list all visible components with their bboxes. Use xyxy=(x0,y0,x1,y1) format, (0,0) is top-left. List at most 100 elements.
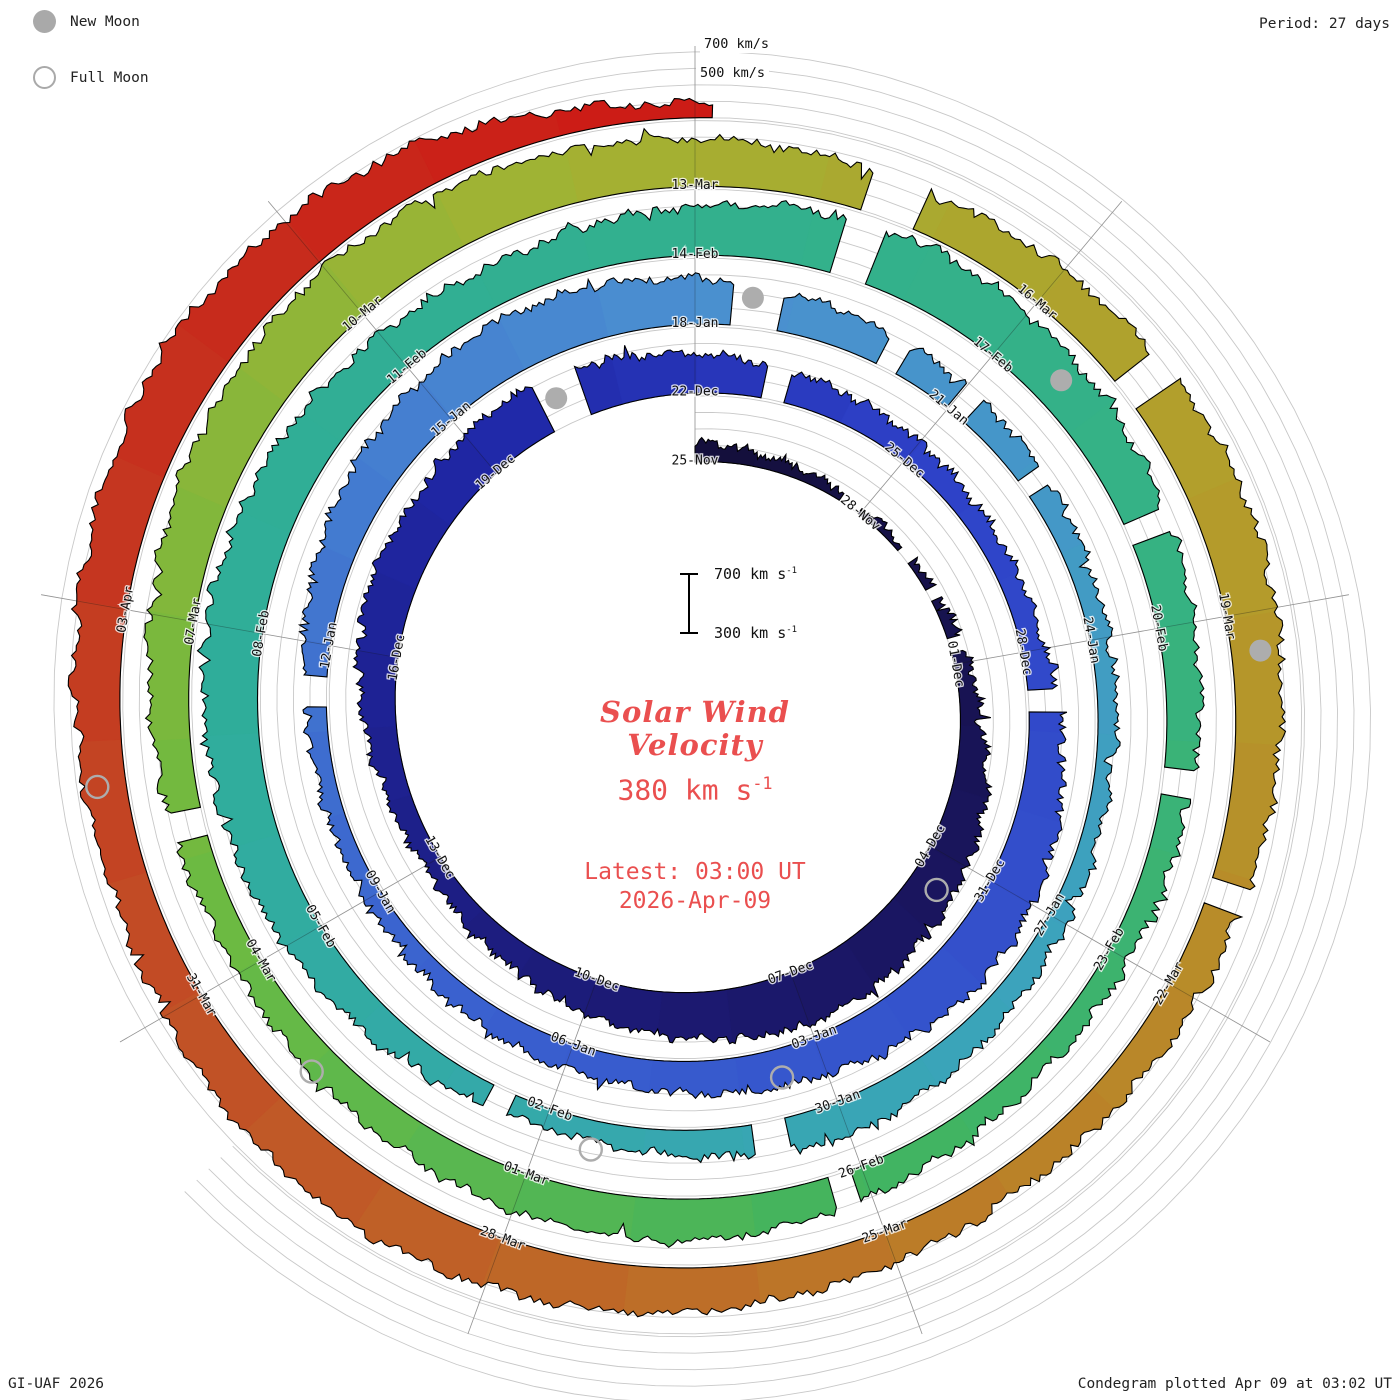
current-velocity-text: 380 km s xyxy=(617,773,753,807)
scale-bottom-sup: -1 xyxy=(786,625,798,635)
legend-new-moon: New Moon xyxy=(33,10,140,33)
radial-gridline xyxy=(789,971,923,1335)
grid-label-700: 700 km/s xyxy=(700,35,774,53)
scale-bar-top-cap xyxy=(680,573,698,575)
latest-timestamp: Latest: 03:00 UT 2026-Apr-09 xyxy=(584,858,806,916)
velocity-trace xyxy=(962,399,1040,482)
full-moon-marker xyxy=(299,1059,324,1084)
radial-gridline-overlay xyxy=(789,971,923,1335)
velocity-band-segment xyxy=(1083,733,1121,835)
date-label: 25-Nov xyxy=(672,454,719,469)
radial-gridline-overlay xyxy=(929,845,1271,1043)
velocity-band-segment xyxy=(783,371,852,424)
scale-bar xyxy=(688,574,690,634)
velocity-trace xyxy=(912,187,1150,382)
velocity-trace xyxy=(196,200,847,1107)
velocity-band-segment xyxy=(1164,739,1200,772)
new-moon-icon xyxy=(33,10,56,33)
scale-top-label: 700 km s-1 xyxy=(714,565,797,583)
velocity-trace xyxy=(352,386,993,1045)
velocity-trace xyxy=(930,596,964,640)
velocity-band-segment xyxy=(642,1126,745,1163)
velocity-trace xyxy=(573,345,769,416)
date-label: 13-Mar xyxy=(672,178,719,193)
velocity-band-segment xyxy=(785,292,887,363)
velocity-band-segment xyxy=(840,399,925,464)
velocity-band-segment xyxy=(657,988,733,1045)
velocity-band-segment xyxy=(1092,983,1194,1109)
new-moon-label: New Moon xyxy=(70,13,140,30)
velocity-band-segment xyxy=(152,737,201,814)
date-label: 18-Jan xyxy=(672,316,719,331)
credit-label: GI-UAF 2026 xyxy=(8,1376,105,1392)
full-moon-marker xyxy=(769,1065,795,1090)
velocity-band-segment xyxy=(554,98,700,137)
full-moon-marker xyxy=(85,774,110,800)
velocity-trace-outlines xyxy=(67,97,1287,1318)
velocity-trace xyxy=(776,292,890,365)
velocity-band-segment xyxy=(159,990,282,1131)
period-label: Period: 27 days xyxy=(1259,16,1390,32)
radial-gridline-overlay xyxy=(858,201,1123,515)
velocity-band-segment xyxy=(958,1041,1059,1137)
grid-label-500: 500 km/s xyxy=(696,64,770,82)
current-velocity: 380 km s-1 xyxy=(617,773,772,806)
velocity-band-segment xyxy=(77,739,148,885)
latest-line2: 2026-Apr-09 xyxy=(618,888,772,914)
velocity-band-segment xyxy=(363,890,432,972)
velocity-trace xyxy=(895,347,968,409)
velocity-band-segment xyxy=(1167,902,1243,999)
current-velocity-sup: -1 xyxy=(752,773,773,793)
velocity-trace xyxy=(907,556,938,591)
velocity-trace xyxy=(849,793,1192,1203)
radial-gridline-overlay xyxy=(954,594,1349,665)
velocity-band-segment xyxy=(302,730,345,819)
full-moon-marker xyxy=(924,877,949,903)
radial-gridline xyxy=(858,201,1123,515)
full-moon-label: Full Moon xyxy=(70,69,149,86)
date-label: 14-Feb xyxy=(672,247,719,262)
velocity-band-segment xyxy=(414,954,498,1029)
velocity-trace xyxy=(864,230,1161,526)
date-label: 22-Dec xyxy=(672,385,719,400)
new-moon-marker xyxy=(545,387,568,410)
date-label: 28-Nov xyxy=(837,493,883,535)
velocity-trace xyxy=(694,436,845,502)
velocity-band-segment xyxy=(205,511,291,634)
velocity-band-segment xyxy=(462,909,536,977)
velocity-band-segment xyxy=(951,725,993,800)
scale-top-text: 700 km s xyxy=(714,565,787,583)
radial-gridline-overlay xyxy=(41,594,399,658)
velocity-trace xyxy=(176,834,837,1248)
plotted-label: Condegram plotted Apr 09 at 03:02 UT xyxy=(1077,1376,1392,1392)
velocity-trace xyxy=(143,127,874,814)
velocity-trace xyxy=(1132,530,1205,772)
velocity-band-segment xyxy=(1149,793,1191,857)
radial-gridline xyxy=(954,594,1349,665)
velocity-trace xyxy=(302,706,1068,1100)
velocity-bands xyxy=(67,98,1286,1318)
moon-markers xyxy=(85,286,1272,1162)
velocity-trace xyxy=(505,1094,756,1164)
new-moon-marker xyxy=(741,286,764,309)
full-moon-marker xyxy=(578,1137,603,1162)
radial-gridline-overlay xyxy=(267,201,497,474)
new-moon-marker xyxy=(1050,369,1073,392)
chart-title: Solar Wind Velocity xyxy=(600,696,790,762)
radial-gridline xyxy=(929,845,1271,1043)
velocity-trace xyxy=(783,371,1059,691)
radial-gridline-overlay xyxy=(467,978,598,1335)
velocity-band-segment xyxy=(480,1236,630,1314)
latest-line1: Latest: 03:00 UT xyxy=(584,859,806,885)
scale-bottom-text: 300 km s xyxy=(714,624,787,642)
velocity-trace xyxy=(857,507,903,552)
scale-top-sup: -1 xyxy=(786,566,798,576)
velocity-trace xyxy=(67,97,1244,1318)
full-moon-icon xyxy=(33,66,56,89)
scale-bottom-label: 300 km s-1 xyxy=(714,624,797,642)
scale-bar-bottom-cap xyxy=(680,632,698,634)
date-label: 01-Dec xyxy=(944,640,967,689)
radial-gridline-overlay xyxy=(119,856,441,1043)
